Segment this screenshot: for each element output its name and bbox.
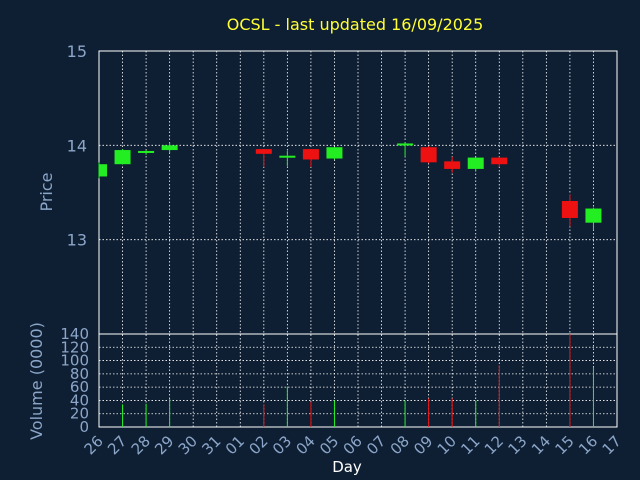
candle-body bbox=[326, 147, 343, 159]
day-tick-label: 15 bbox=[552, 432, 578, 458]
volume-panel-frame bbox=[98, 333, 618, 428]
candle-body bbox=[279, 155, 296, 158]
day-tick-label: 05 bbox=[316, 432, 342, 458]
day-tick-label: 29 bbox=[151, 432, 177, 458]
candle-body bbox=[420, 147, 437, 163]
volume-tick-label: 20 bbox=[70, 405, 89, 423]
grid-layer bbox=[98, 50, 618, 428]
x-axis-label: Day bbox=[332, 458, 362, 476]
volume-tick-label: 140 bbox=[60, 325, 89, 343]
day-tick-label: 10 bbox=[434, 432, 460, 458]
candle-body bbox=[561, 200, 578, 218]
volume-tick-label: 120 bbox=[60, 338, 89, 356]
day-tick-label: 17 bbox=[599, 432, 625, 458]
day-tick-label: 30 bbox=[175, 432, 201, 458]
volume-tick-label: 80 bbox=[70, 365, 89, 383]
day-tick-label: 27 bbox=[104, 432, 130, 458]
price-tick-label: 13 bbox=[67, 231, 87, 250]
day-tick-label: 11 bbox=[457, 432, 483, 458]
candle-body bbox=[491, 157, 508, 165]
volume-axis-label: Volume (0000) bbox=[27, 322, 46, 440]
candle-body bbox=[397, 143, 414, 146]
candle-body bbox=[138, 150, 155, 153]
day-tick-label: 14 bbox=[528, 432, 554, 458]
volume-tick-label: 40 bbox=[70, 391, 89, 409]
day-tick-label: 16 bbox=[575, 432, 601, 458]
volume-tick-label: 60 bbox=[70, 378, 89, 396]
day-tick-label: 07 bbox=[363, 432, 389, 458]
price-axis-label: Price bbox=[37, 172, 56, 211]
day-tick-label: 08 bbox=[387, 432, 413, 458]
day-tick-label: 04 bbox=[293, 432, 319, 458]
candle-body bbox=[302, 149, 319, 160]
day-tick-label: 12 bbox=[481, 432, 507, 458]
day-tick-label: 13 bbox=[504, 432, 530, 458]
candle-body bbox=[255, 149, 272, 154]
volume-tick-label: 0 bbox=[79, 418, 89, 436]
day-tick-label: 06 bbox=[340, 432, 366, 458]
day-tick-label: 01 bbox=[222, 432, 248, 458]
chart-title: OCSL - last updated 16/09/2025 bbox=[227, 15, 484, 34]
price-tick-label: 15 bbox=[67, 42, 87, 61]
day-tick-label: 02 bbox=[245, 432, 271, 458]
candle-body bbox=[161, 145, 178, 151]
day-tick-label: 09 bbox=[410, 432, 436, 458]
volume-tick-label: 100 bbox=[60, 352, 89, 370]
day-tick-label: 31 bbox=[198, 432, 224, 458]
day-tick-label: 26 bbox=[81, 432, 107, 458]
day-tick-label: 28 bbox=[128, 432, 154, 458]
candle-body bbox=[585, 208, 602, 223]
candle-body bbox=[99, 164, 107, 177]
marks-layer bbox=[98, 142, 602, 427]
candle-body bbox=[114, 150, 131, 165]
candle-body bbox=[444, 161, 461, 169]
day-tick-label: 03 bbox=[269, 432, 295, 458]
price-tick-label: 14 bbox=[67, 136, 87, 155]
candle-body bbox=[467, 157, 484, 169]
ticks-layer: 1314150204060801001201402627282930310102… bbox=[60, 42, 624, 458]
